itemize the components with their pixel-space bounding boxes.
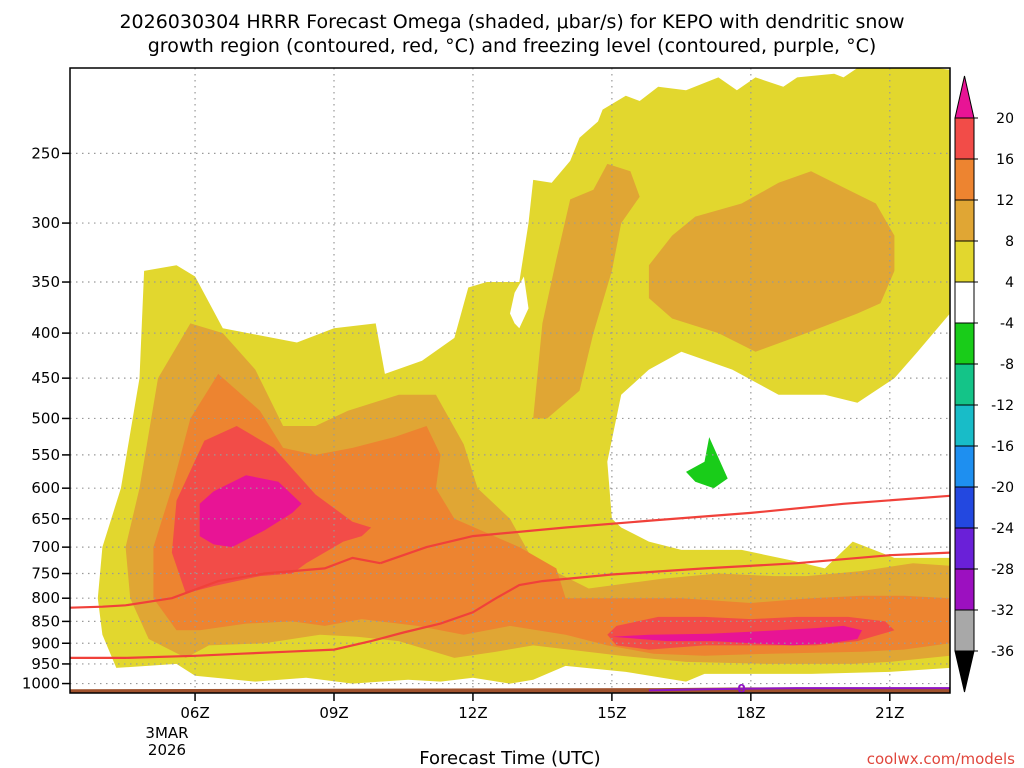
y-tick-label-400: 400	[31, 324, 60, 342]
colorbar-label-6: -8	[1000, 357, 1014, 373]
region-omega-20p-low	[611, 625, 862, 646]
x-axis-title: Forecast Time (UTC)	[419, 748, 600, 768]
y-tick-label-850: 850	[31, 612, 60, 630]
colorbar-bin-9	[954, 445, 975, 488]
colorbar-label-11: -28	[991, 562, 1014, 578]
y-tick-label-950: 950	[31, 655, 60, 673]
contour-dgz-upper	[379, 494, 950, 565]
x-tick-label-12Z: 12Z	[458, 704, 487, 722]
y-tick-label-600: 600	[31, 479, 60, 497]
colorbar-label-4: 4	[1005, 275, 1014, 291]
colorbar-label-3: 8	[1005, 234, 1014, 250]
x-tick-label-15Z: 15Z	[597, 704, 626, 722]
contour-dgz-bottom	[70, 551, 950, 659]
colorbar-label-5: -4	[1000, 316, 1014, 332]
y-tick-label-500: 500	[31, 409, 60, 427]
y-axis: 250 300 350 400 450 500 550 600 650 700 750 800 850 9…	[22, 144, 70, 693]
colorbar-bin-3	[954, 199, 975, 242]
y-tick-label-450: 450	[31, 369, 60, 387]
colorbar-label-10: -24	[991, 521, 1014, 537]
y-tick-label-300: 300	[31, 214, 60, 232]
y-tick-label-900: 900	[31, 634, 60, 652]
colorbar-bin-13	[954, 609, 975, 652]
freezing-level-label: 0	[737, 682, 745, 696]
region-green-neg	[686, 437, 728, 489]
date-label-month: 3MAR	[145, 724, 188, 742]
colorbar-label-13: -36	[991, 644, 1014, 660]
colorbar-bin-4	[954, 240, 975, 283]
colorbar-label-7: -12	[991, 398, 1014, 414]
colorbar-label-12: -32	[991, 603, 1014, 619]
x-tick-label-21Z: 21Z	[875, 704, 904, 722]
region-omega-white-center	[607, 313, 950, 569]
region-omega-8-12-right	[648, 171, 895, 352]
colorbar-bin-2	[954, 158, 975, 201]
colorbar-top-triangle	[954, 75, 975, 119]
colorbar-bin-12	[954, 568, 975, 611]
y-tick-label-800: 800	[31, 589, 60, 607]
colorbar-bin-8	[954, 404, 975, 447]
colorbar-bin-11	[954, 527, 975, 570]
region-omega-12-16	[153, 373, 950, 656]
colorbar-label-1: 16	[996, 152, 1014, 168]
x-tick-label-09Z: 09Z	[319, 704, 348, 722]
colorbar-label-0: 20	[996, 111, 1014, 127]
credit-link[interactable]: coolwx.com/models	[867, 750, 1015, 768]
colorbar-bin-7	[954, 363, 975, 406]
contour-dgz-lower-connected	[70, 556, 381, 609]
y-tick-label-1000: 1000	[22, 675, 60, 693]
colorbar-label-2: 12	[996, 193, 1014, 209]
colorbar-bin-10	[954, 486, 975, 529]
chart-title-line1: 2026030304 HRRR Forecast Omega (shaded, …	[119, 11, 904, 33]
y-tick-label-250: 250	[31, 144, 60, 162]
y-tick-label-700: 700	[31, 538, 60, 556]
omega-shading	[70, 68, 950, 693]
colorbar-bottom-triangle	[954, 650, 975, 693]
plot-frame	[69, 67, 951, 694]
y-tick-label-350: 350	[31, 273, 60, 291]
x-axis: 06Z 09Z 12Z 15Z 18Z 21Z	[180, 693, 904, 722]
date-label-year: 2026	[148, 741, 186, 759]
y-tick-label-750: 750	[31, 565, 60, 583]
region-omega-20p	[199, 475, 302, 548]
x-tick-label-18Z: 18Z	[736, 704, 765, 722]
contour-lines: 0	[70, 494, 950, 696]
colorbar-bin-6	[954, 322, 975, 365]
region-omega-white-gap	[510, 276, 529, 329]
x-tick-label-06Z: 06Z	[180, 704, 209, 722]
y-tick-label-650: 650	[31, 510, 60, 528]
contour-freezing-level	[648, 687, 950, 692]
region-omega-8-12-upper	[533, 163, 640, 419]
colorbar-bin-1	[954, 117, 975, 160]
colorbar-label-8: -16	[991, 439, 1014, 455]
y-tick-label-550: 550	[31, 446, 60, 464]
gridlines	[70, 68, 950, 693]
colorbar-bin-5	[954, 281, 975, 324]
colorbar: 20 16 12 8 4 -4 -8 -12 -16 -20 -24 -28 -32 -36	[954, 75, 1014, 693]
chart-title-line2: growth region (contoured, red, °C) and f…	[148, 35, 877, 57]
colorbar-label-9: -20	[991, 480, 1014, 496]
